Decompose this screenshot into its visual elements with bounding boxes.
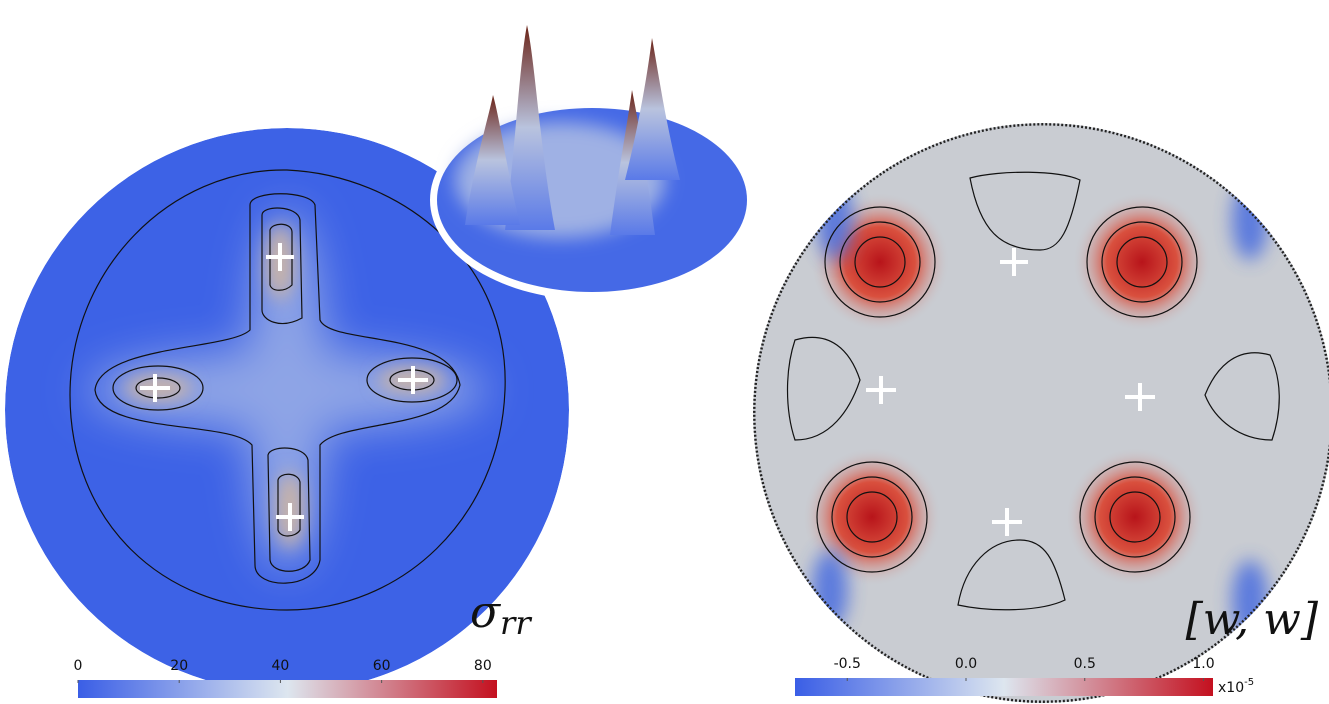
colorbar-tick-label: 80 bbox=[474, 658, 492, 674]
field-label: σrr bbox=[470, 587, 532, 642]
colorbar-tick-label: 0.0 bbox=[955, 656, 977, 672]
colorbar-tick-label: 0.5 bbox=[1074, 656, 1096, 672]
label-symbol: σ bbox=[470, 587, 502, 638]
label-subscript: rr bbox=[500, 604, 532, 642]
colorbar-tick-label: -0.5 bbox=[834, 656, 861, 672]
colorbar-tick-label: 40 bbox=[272, 658, 290, 674]
field-label: [w, w] bbox=[1186, 594, 1319, 645]
colorbar-tick-label: 60 bbox=[373, 658, 391, 674]
scale-exponent: -5 bbox=[1244, 677, 1254, 688]
colorbar-tick-label: 20 bbox=[170, 658, 188, 674]
right-field bbox=[753, 123, 1329, 703]
inset-surface bbox=[430, 25, 754, 300]
markers bbox=[140, 243, 428, 531]
label-symbol: [w, w] bbox=[1186, 594, 1319, 645]
scale-base: x10 bbox=[1218, 680, 1244, 696]
colorbar bbox=[78, 680, 497, 698]
colorbar-tick-label: 1.0 bbox=[1192, 656, 1214, 672]
markers bbox=[866, 248, 1155, 536]
colorbar-scale: x10-5 bbox=[1218, 677, 1254, 696]
colorbar-tick-label: 0 bbox=[74, 658, 83, 674]
colorbar bbox=[795, 678, 1213, 696]
